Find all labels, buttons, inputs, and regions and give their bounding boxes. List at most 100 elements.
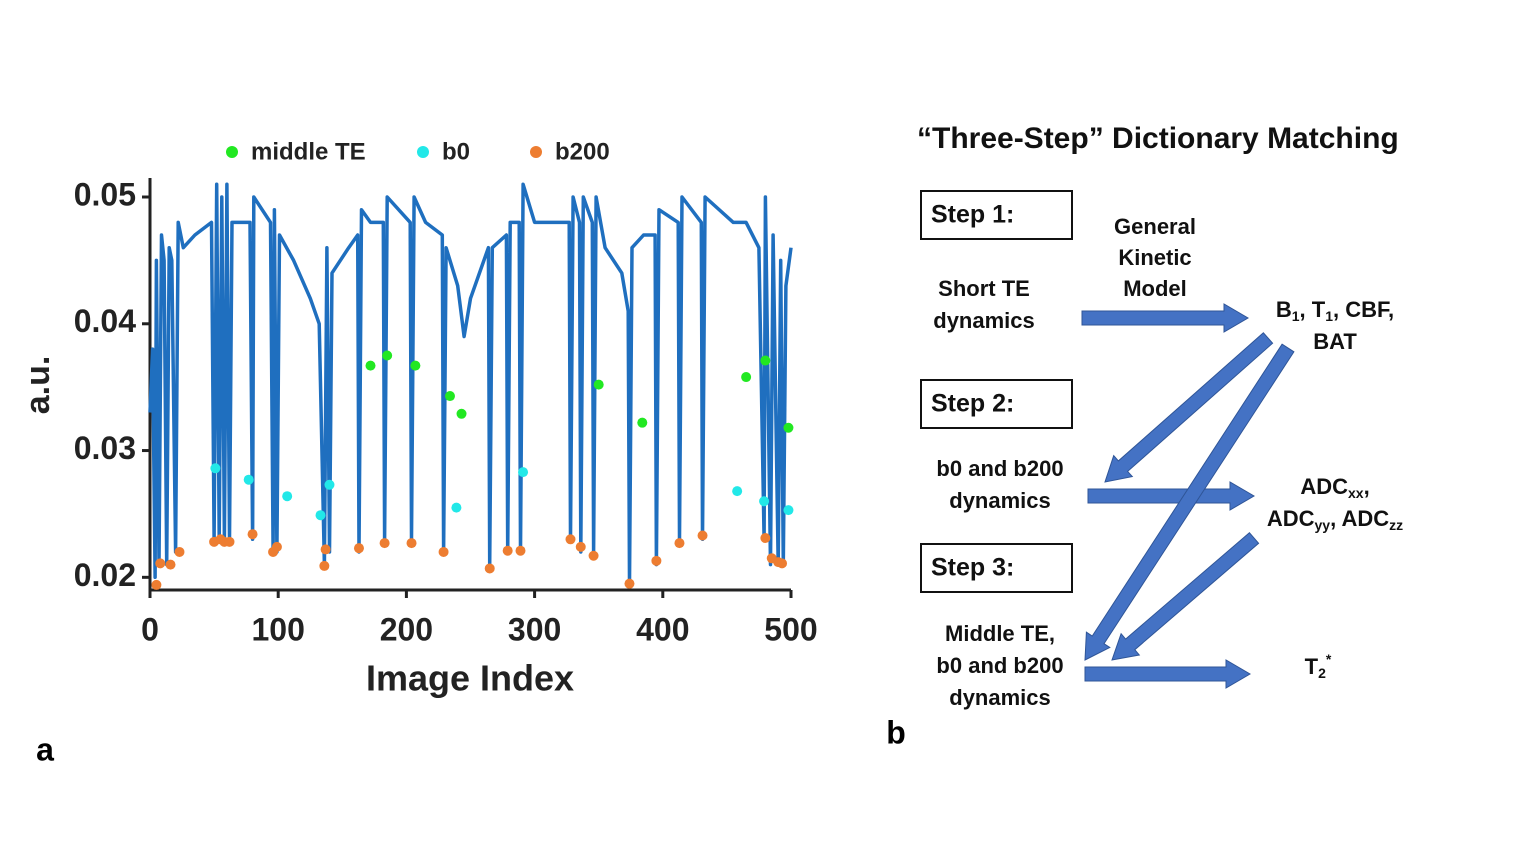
point	[674, 538, 685, 549]
output-run: zz	[1389, 517, 1403, 533]
output-label: ADCxx,	[1300, 474, 1369, 501]
model-label: General	[1114, 214, 1196, 239]
output-label: BAT	[1313, 329, 1357, 354]
legend-label: b200	[555, 138, 610, 165]
point	[151, 579, 162, 590]
model-label: Model	[1123, 276, 1187, 301]
point	[444, 391, 455, 402]
point	[565, 534, 576, 545]
point	[165, 559, 176, 570]
point	[593, 379, 604, 390]
point	[651, 555, 662, 566]
output-run: yy	[1315, 517, 1331, 533]
point	[502, 545, 513, 556]
output-run: 1	[1292, 308, 1300, 324]
point	[760, 355, 771, 366]
point	[243, 474, 254, 485]
point	[484, 563, 495, 574]
output-label: ADCyy, ADCzz	[1267, 506, 1403, 533]
arrow	[1084, 343, 1295, 661]
input-label: Middle TE,	[945, 621, 1055, 646]
panel-label: a	[36, 731, 54, 767]
arrow	[1084, 659, 1251, 689]
legend-label: b0	[442, 138, 470, 165]
x-tick-label: 300	[508, 611, 561, 647]
input-label: Short TE	[938, 276, 1030, 301]
arrow	[1104, 332, 1274, 483]
step-box	[920, 379, 1073, 429]
input-label: dynamics	[949, 685, 1051, 710]
output-run: T	[1305, 654, 1319, 679]
point	[282, 491, 293, 502]
step-label: Step 3:	[931, 554, 1014, 582]
step-label: Step 2:	[931, 390, 1014, 418]
y-axis-label: a.u.	[19, 356, 57, 415]
point	[783, 422, 794, 433]
y-tick-label: 0.03	[74, 430, 136, 466]
point	[451, 502, 462, 513]
point	[575, 541, 586, 552]
output-run: *	[1326, 651, 1332, 667]
input-label: dynamics	[933, 308, 1035, 333]
legend-marker	[226, 146, 238, 158]
y-tick-label: 0.02	[74, 557, 136, 593]
diagram-title: “Three-Step” Dictionary Matching	[917, 122, 1399, 155]
legend-marker	[530, 146, 542, 158]
point	[353, 543, 364, 554]
point	[379, 538, 390, 549]
output-label: T2*	[1305, 651, 1332, 681]
point	[760, 533, 771, 544]
output-run: 1	[1325, 308, 1333, 324]
point	[155, 558, 166, 569]
diagram: “Three-Step” Dictionary Matching Step 1:…	[917, 122, 1403, 710]
point	[777, 558, 788, 569]
point	[365, 360, 376, 371]
step-box	[920, 190, 1073, 240]
output-run: xx	[1348, 485, 1364, 501]
x-tick-label: 200	[380, 611, 433, 647]
arrow	[1087, 481, 1255, 511]
model-label: Kinetic	[1118, 245, 1191, 270]
point	[588, 550, 599, 561]
point	[271, 541, 282, 552]
output-run: ,	[1364, 474, 1370, 499]
output-run: , ADC	[1330, 506, 1389, 531]
point	[759, 496, 770, 507]
point	[247, 529, 258, 540]
point	[382, 350, 393, 361]
point	[224, 536, 235, 547]
output-run: 2	[1318, 665, 1326, 681]
input-label: b0 and b200	[936, 653, 1063, 678]
input-label: dynamics	[949, 488, 1051, 513]
input-label: b0 and b200	[936, 456, 1063, 481]
output-run: BAT	[1313, 329, 1357, 354]
point	[732, 486, 743, 497]
output-run: , T	[1300, 297, 1326, 322]
x-tick-label: 500	[764, 611, 817, 647]
output-run: B	[1276, 297, 1292, 322]
step-box	[920, 543, 1073, 593]
point	[320, 544, 331, 555]
point	[324, 479, 335, 490]
point	[315, 510, 326, 521]
point	[741, 372, 752, 383]
point	[456, 408, 467, 419]
point	[438, 546, 449, 557]
x-axis-label: Image Index	[366, 658, 574, 699]
point	[783, 505, 794, 516]
arrow	[1111, 531, 1260, 661]
point	[406, 538, 417, 549]
step-label: Step 1:	[931, 201, 1014, 229]
legend-label: middle TE	[251, 138, 366, 165]
x-tick-label: 100	[252, 611, 305, 647]
point	[410, 360, 421, 371]
x-tick-label: 400	[636, 611, 689, 647]
output-run: , CBF,	[1333, 297, 1394, 322]
y-tick-label: 0.05	[74, 176, 136, 212]
output-label: B1, T1, CBF,	[1276, 297, 1394, 324]
output-run: ADC	[1300, 474, 1348, 499]
point	[319, 560, 330, 571]
point	[697, 530, 708, 541]
point	[637, 417, 648, 428]
